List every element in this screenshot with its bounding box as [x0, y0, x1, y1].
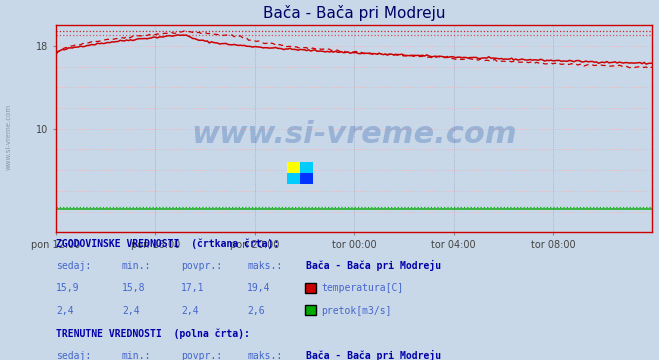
Text: www.si-vreme.com: www.si-vreme.com	[191, 120, 517, 149]
Text: min.:: min.:	[122, 261, 152, 271]
Text: 2,6: 2,6	[247, 306, 265, 316]
Text: maks.:: maks.:	[247, 351, 282, 360]
Bar	[300, 162, 313, 173]
Text: 15,8: 15,8	[122, 283, 146, 293]
Text: sedaj:: sedaj:	[56, 261, 91, 271]
Text: Bača - Bača pri Modreju: Bača - Bača pri Modreju	[306, 350, 442, 360]
Text: povpr.:: povpr.:	[181, 261, 222, 271]
Bar	[300, 173, 313, 184]
Text: temperatura[C]: temperatura[C]	[321, 283, 403, 293]
Text: Bača - Bača pri Modreju: Bača - Bača pri Modreju	[306, 260, 442, 271]
Text: ZGODOVINSKE VREDNOSTI  (črtkana črta):: ZGODOVINSKE VREDNOSTI (črtkana črta):	[56, 238, 279, 249]
Text: pretok[m3/s]: pretok[m3/s]	[321, 306, 391, 316]
Title: Bača - Bača pri Modreju: Bača - Bača pri Modreju	[263, 5, 445, 21]
Bar	[287, 173, 300, 184]
Text: 17,1: 17,1	[181, 283, 205, 293]
Text: min.:: min.:	[122, 351, 152, 360]
Text: sedaj:: sedaj:	[56, 351, 91, 360]
Text: 2,4: 2,4	[122, 306, 140, 316]
Text: maks.:: maks.:	[247, 261, 282, 271]
Bar	[287, 162, 300, 173]
Text: www.si-vreme.com: www.si-vreme.com	[5, 104, 11, 170]
Text: 2,4: 2,4	[56, 306, 74, 316]
Text: 19,4: 19,4	[247, 283, 271, 293]
Text: povpr.:: povpr.:	[181, 351, 222, 360]
Text: 15,9: 15,9	[56, 283, 80, 293]
Text: TRENUTNE VREDNOSTI  (polna črta):: TRENUTNE VREDNOSTI (polna črta):	[56, 328, 250, 339]
Text: 2,4: 2,4	[181, 306, 199, 316]
